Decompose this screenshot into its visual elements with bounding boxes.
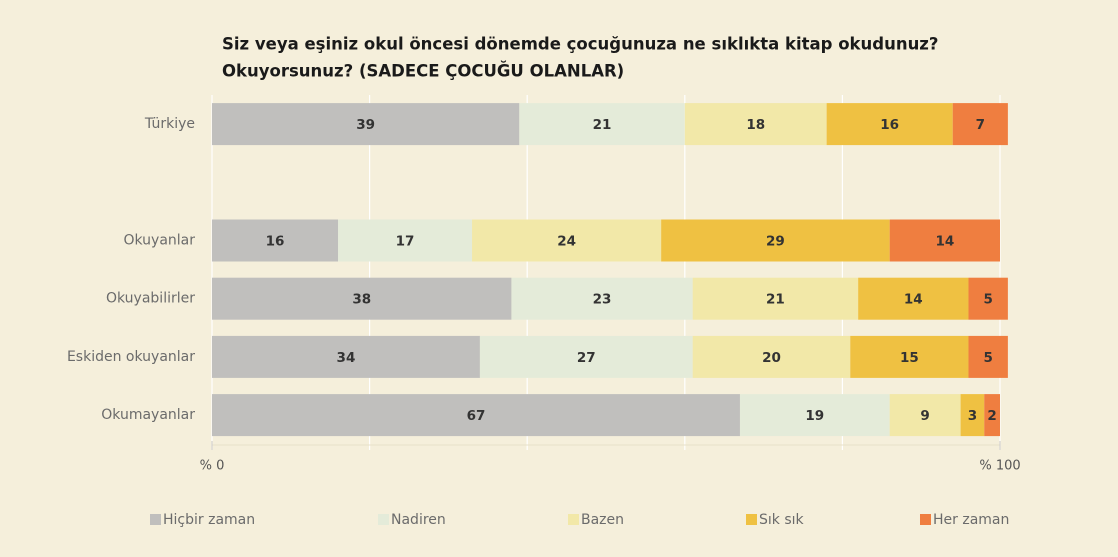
data-label: 29 <box>766 234 785 250</box>
bar-segment <box>692 277 859 320</box>
data-label: 14 <box>935 234 954 250</box>
y-tick-label: Eskiden okuyanlar <box>67 349 195 365</box>
chart-title: Siz veya eşiniz okul öncesi dönemde çocu… <box>222 35 939 54</box>
bar-segment <box>968 335 1008 378</box>
bar-segment <box>960 394 985 437</box>
y-tick-label: Okuyanlar <box>123 233 195 249</box>
data-label: 20 <box>762 350 781 366</box>
bar-segment <box>952 103 1008 146</box>
x-tick-label: % 100 <box>979 459 1020 474</box>
bar-segment <box>968 277 1008 320</box>
data-label: 67 <box>467 408 486 424</box>
legend-label: Hiçbir zaman <box>163 512 255 528</box>
data-label: 39 <box>356 117 375 133</box>
data-label: 16 <box>880 117 899 133</box>
data-label: 2 <box>987 408 996 424</box>
chart-title: Okuyorsunuz? (SADECE ÇOCUĞU OLANLAR) <box>222 62 624 81</box>
bar-segment <box>889 219 1000 262</box>
bar-segment <box>519 103 685 146</box>
legend-swatch <box>920 514 931 525</box>
legend-swatch <box>378 514 389 525</box>
data-label: 38 <box>352 292 371 308</box>
data-label: 19 <box>805 408 824 424</box>
y-tick-label: Okumayanlar <box>101 407 195 423</box>
bar-segment <box>212 394 740 437</box>
bar-segment <box>472 219 662 262</box>
bar-segment <box>850 335 969 378</box>
bar-segment <box>212 277 512 320</box>
data-label: 24 <box>557 234 576 250</box>
bar-segment <box>212 219 339 262</box>
data-label: 17 <box>396 234 415 250</box>
y-tick-label: Okuyabilirler <box>106 291 195 307</box>
data-label: 7 <box>976 117 985 133</box>
legend-label: Nadiren <box>391 512 446 528</box>
legend-label: Her zaman <box>933 512 1009 528</box>
data-label: 3 <box>968 408 977 424</box>
legend-label: Sık sık <box>759 512 805 528</box>
bar-segment <box>684 103 827 146</box>
data-label: 5 <box>983 292 992 308</box>
bar-segment <box>984 394 1000 437</box>
y-tick-label: Türkiye <box>144 116 195 132</box>
data-label: 16 <box>266 234 285 250</box>
bar-segment <box>739 394 890 437</box>
bar-segment <box>212 103 520 146</box>
x-tick-label: % 0 <box>200 459 225 474</box>
bar-segment <box>858 277 969 320</box>
legend-swatch <box>746 514 757 525</box>
bar-segment <box>826 103 953 146</box>
bar-segment <box>511 277 693 320</box>
bar-segment <box>212 335 480 378</box>
legend-label: Bazen <box>581 512 624 528</box>
bar-segment <box>661 219 890 262</box>
data-label: 21 <box>766 292 785 308</box>
data-label: 23 <box>593 292 612 308</box>
data-label: 27 <box>577 350 596 366</box>
legend-swatch <box>568 514 579 525</box>
data-label: 21 <box>593 117 612 133</box>
bar-segment <box>889 394 961 437</box>
data-label: 9 <box>920 408 929 424</box>
data-label: 14 <box>904 292 923 308</box>
data-label: 5 <box>983 350 992 366</box>
bar-segment <box>338 219 473 262</box>
bar-segment <box>479 335 693 378</box>
data-label: 34 <box>337 350 356 366</box>
data-label: 15 <box>900 350 919 366</box>
bar-segment <box>692 335 851 378</box>
data-label: 18 <box>746 117 765 133</box>
legend-swatch <box>150 514 161 525</box>
